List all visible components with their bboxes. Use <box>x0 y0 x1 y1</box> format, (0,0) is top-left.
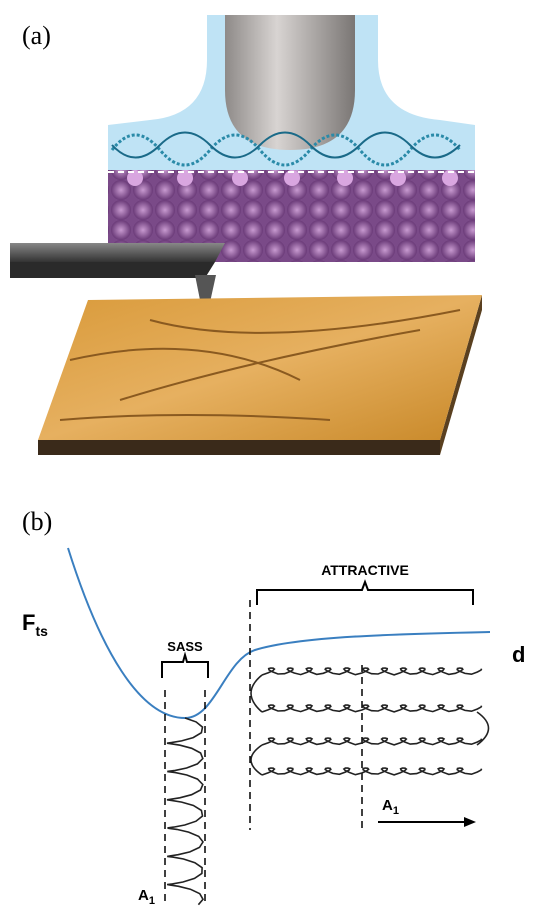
force-symbol: F <box>22 610 35 635</box>
oscillation-trace <box>167 668 489 905</box>
sass-bracket <box>162 655 208 678</box>
force-label: Fts <box>22 610 48 639</box>
attractive-label: ATTRACTIVE <box>321 562 409 578</box>
coil <box>167 718 203 905</box>
amplitude-symbol: A <box>138 887 149 904</box>
amplitude-subscript: 1 <box>393 805 399 817</box>
figure: (a) (b) Fts d SASS ATTRACTIVE A1 A1 <box>0 0 553 906</box>
arrow-head <box>464 817 476 827</box>
distance-label: d <box>512 642 525 667</box>
panel-label: (b) <box>22 507 52 536</box>
coil <box>251 675 489 775</box>
tip-illustration <box>108 15 475 262</box>
coil <box>262 768 482 775</box>
force-subscript: ts <box>35 623 48 639</box>
amplitude-subscript: 1 <box>149 895 155 906</box>
panel-label: (a) <box>22 21 51 50</box>
amplitude-label: A1 <box>138 887 155 906</box>
sample-surface <box>38 295 482 455</box>
coil <box>262 705 482 712</box>
sass-label: SASS <box>167 639 203 654</box>
amplitude-label: A1 <box>382 797 399 817</box>
coil <box>262 668 482 675</box>
coil <box>262 738 482 745</box>
attractive-bracket <box>257 582 473 605</box>
force-curve <box>68 548 490 718</box>
amplitude-symbol: A <box>382 797 393 814</box>
